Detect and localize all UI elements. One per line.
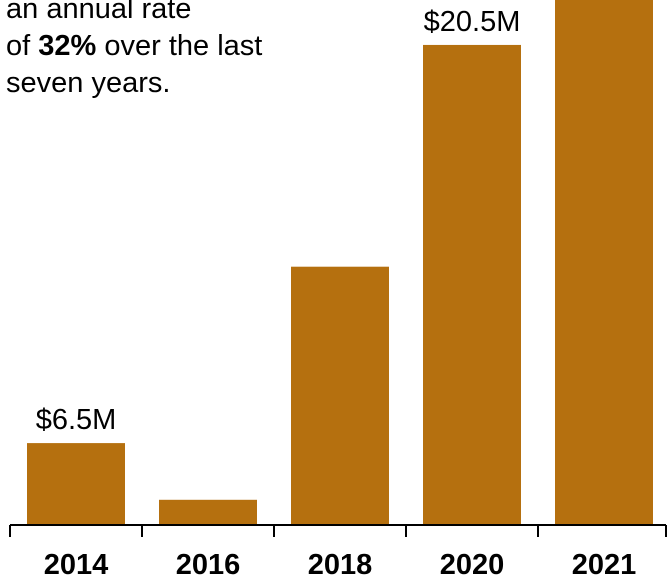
annotation-line-1: an annual rate — [6, 0, 192, 25]
x-tick-label-2021: 2021 — [572, 549, 637, 577]
bar-2021 — [555, 0, 653, 525]
data-label-2014: $6.5M — [36, 404, 117, 436]
x-tick-label-2014: 2014 — [44, 549, 109, 577]
x-tick-label-2020: 2020 — [440, 549, 505, 577]
x-tick-label-2018: 2018 — [308, 549, 373, 577]
annotation-line-3: seven years. — [6, 67, 171, 99]
x-tick-label-2016: 2016 — [176, 549, 241, 577]
chart-annotation: an annual rate of 32% over the last seve… — [6, 0, 262, 102]
bar-2020 — [423, 44, 521, 526]
annotation-line-2: of 32% over the last — [6, 28, 262, 65]
bar-2016 — [159, 499, 257, 525]
annotation-line-2-suffix: over the last — [96, 30, 263, 62]
bar-2018 — [291, 266, 389, 525]
data-label-2020: $20.5M — [424, 6, 521, 38]
bar-2014 — [27, 443, 125, 525]
annotation-rate: 32% — [38, 30, 97, 62]
annotation-line-2-prefix: of — [6, 30, 39, 62]
